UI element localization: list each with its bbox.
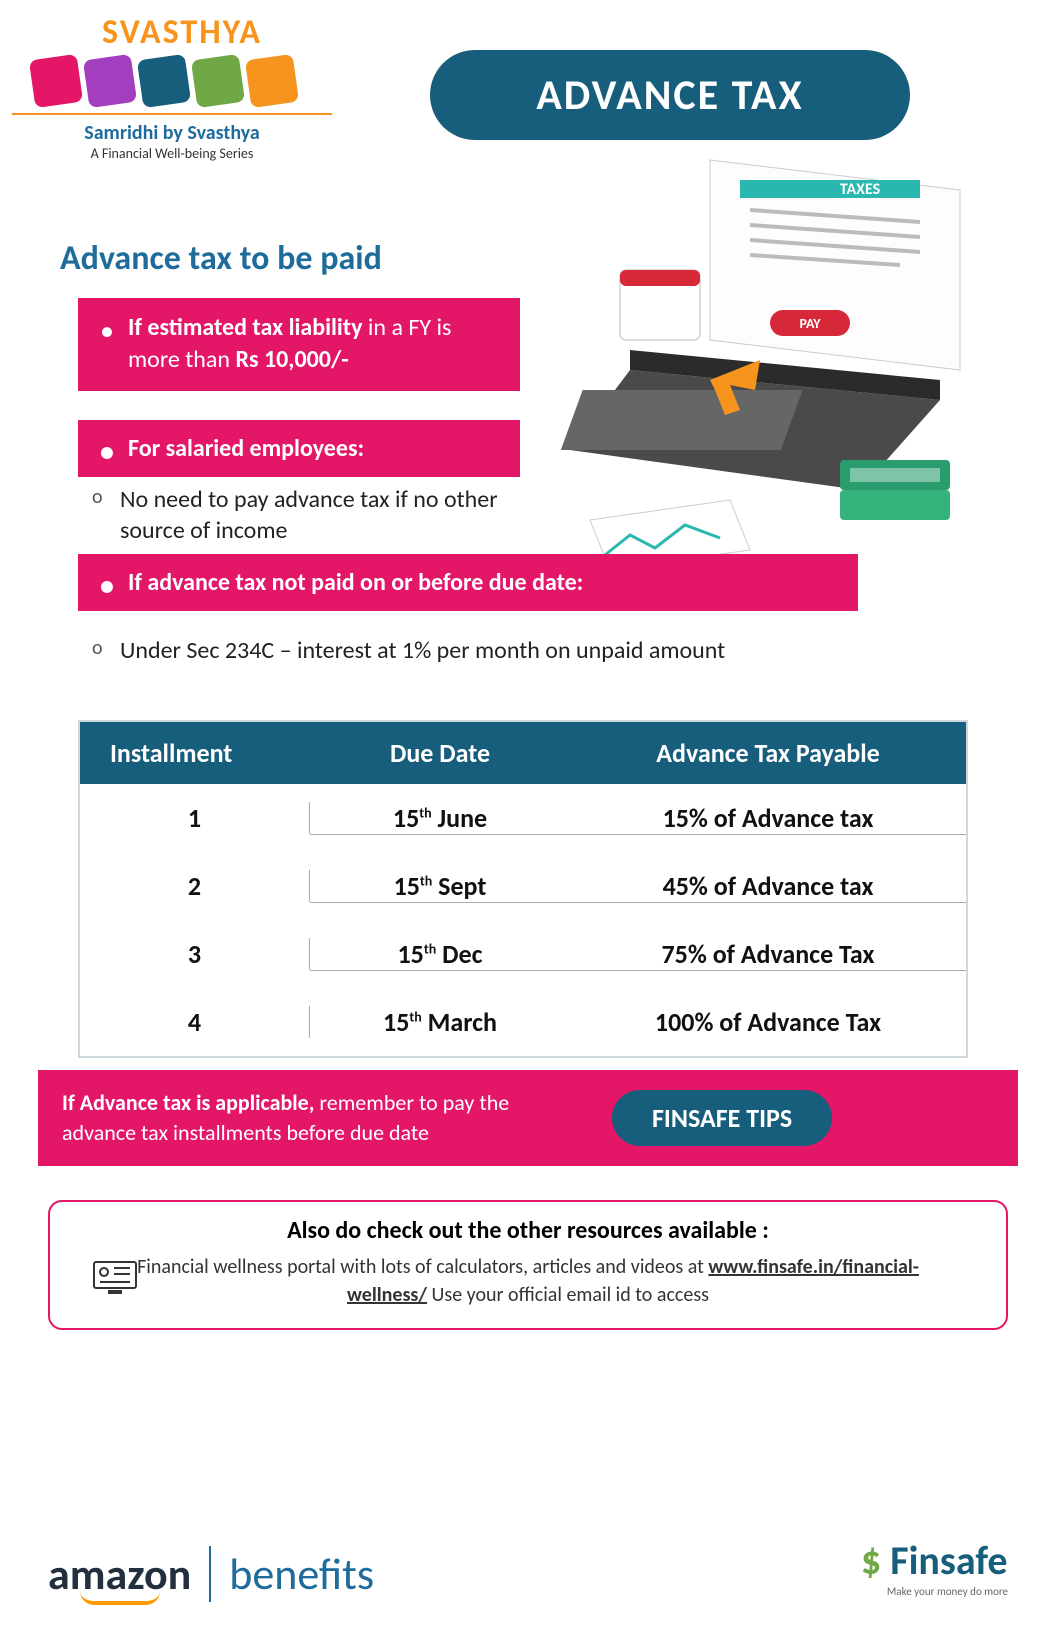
table-row: 215th Sept45% of Advance tax bbox=[80, 852, 966, 920]
col-duedate: Due Date bbox=[310, 737, 570, 769]
cell-payable: 100% of Advance Tax bbox=[570, 1006, 966, 1038]
cell-installment: 1 bbox=[80, 802, 310, 834]
brand-icon bbox=[83, 54, 137, 108]
logo-block: SVASTHYA Samridhi by Svasthya A Financia… bbox=[12, 12, 332, 162]
cell-duedate: 15th Sept bbox=[310, 870, 570, 903]
benefits-text: benefits bbox=[229, 1547, 374, 1601]
brand-icons bbox=[32, 57, 332, 105]
footer-left: amazon benefits bbox=[48, 1546, 374, 1602]
finsafe-tagline: Make your money do more bbox=[887, 1585, 1008, 1598]
amazon-smile-icon bbox=[80, 1591, 160, 1605]
finsafe-tips-badge: FINSAFE TIPS bbox=[612, 1090, 832, 1146]
subpoint-notpaid: Under Sec 234C – interest at 1% per mont… bbox=[120, 636, 940, 665]
resources-text: Financial wellness portal with lots of c… bbox=[137, 1255, 708, 1279]
finsafe-s-icon: $ bbox=[861, 1536, 890, 1585]
cell-duedate: 15th Dec bbox=[310, 938, 570, 971]
resources-text: Use your official email id to access bbox=[427, 1283, 709, 1307]
brand-icon bbox=[137, 54, 191, 108]
table-row: 315th Dec75% of Advance Tax bbox=[80, 920, 966, 988]
taxes-label: TAXES bbox=[840, 180, 881, 199]
finsafe-logo: $ Finsafe bbox=[861, 1536, 1008, 1585]
cell-duedate: 15th June bbox=[310, 802, 570, 835]
point-notpaid: If advance tax not paid on or before due… bbox=[78, 554, 858, 611]
finsafe-tip-bar: If Advance tax is applicable, remember t… bbox=[38, 1070, 1018, 1166]
resources-body: Financial wellness portal with lots of c… bbox=[110, 1253, 946, 1309]
cell-payable: 75% of Advance Tax bbox=[570, 938, 966, 971]
table-row: 115th June15% of Advance tax bbox=[80, 784, 966, 852]
brand-icon bbox=[245, 54, 299, 108]
tip-text: If Advance tax is applicable, remember t… bbox=[62, 1088, 582, 1147]
resources-box: Also do check out the other resources av… bbox=[48, 1200, 1008, 1330]
footer-right: $ Finsafe Make your money do more bbox=[861, 1536, 1008, 1598]
finsafe-text: Finsafe bbox=[890, 1536, 1007, 1585]
brand-name: SVASTHYA bbox=[102, 12, 332, 53]
cell-installment: 3 bbox=[80, 938, 310, 970]
brand-icon bbox=[29, 54, 83, 108]
point-salaried: For salaried employees: bbox=[78, 420, 520, 477]
portal-icon bbox=[90, 1256, 140, 1296]
brand-subtitle: Samridhi by Svasthya bbox=[12, 121, 332, 145]
table-header: Installment Due Date Advance Tax Payable bbox=[80, 722, 966, 784]
cell-duedate: 15th March bbox=[310, 1006, 570, 1038]
section-heading: Advance tax to be paid bbox=[60, 238, 382, 279]
resources-title: Also do check out the other resources av… bbox=[110, 1216, 946, 1245]
tip-bold: If Advance tax is applicable, bbox=[62, 1089, 319, 1116]
cell-payable: 15% of Advance tax bbox=[570, 802, 966, 835]
brand-icon bbox=[191, 54, 245, 108]
point-text: If estimated tax liability bbox=[128, 313, 368, 342]
installment-table: Installment Due Date Advance Tax Payable… bbox=[78, 720, 968, 1058]
subpoint-salaried: No need to pay advance tax if no other s… bbox=[120, 484, 540, 546]
cell-payable: 45% of Advance tax bbox=[570, 870, 966, 903]
cell-installment: 2 bbox=[80, 870, 310, 902]
page-title: ADVANCE TAX bbox=[430, 50, 910, 140]
footer-divider bbox=[209, 1546, 211, 1602]
amazon-logo: amazon bbox=[48, 1547, 191, 1601]
cell-installment: 4 bbox=[80, 1006, 310, 1038]
brand-tagline: A Financial Well-being Series bbox=[12, 145, 332, 162]
pay-label: PAY bbox=[799, 315, 821, 332]
col-installment: Installment bbox=[80, 737, 310, 769]
point-text: Rs 10,000/- bbox=[235, 345, 348, 374]
col-payable: Advance Tax Payable bbox=[570, 737, 966, 769]
table-row: 415th March100% of Advance Tax bbox=[80, 988, 966, 1056]
laptop-illustration: TAXES PAY bbox=[560, 150, 1000, 580]
point-liability: If estimated tax liability in a FY is mo… bbox=[78, 298, 520, 391]
